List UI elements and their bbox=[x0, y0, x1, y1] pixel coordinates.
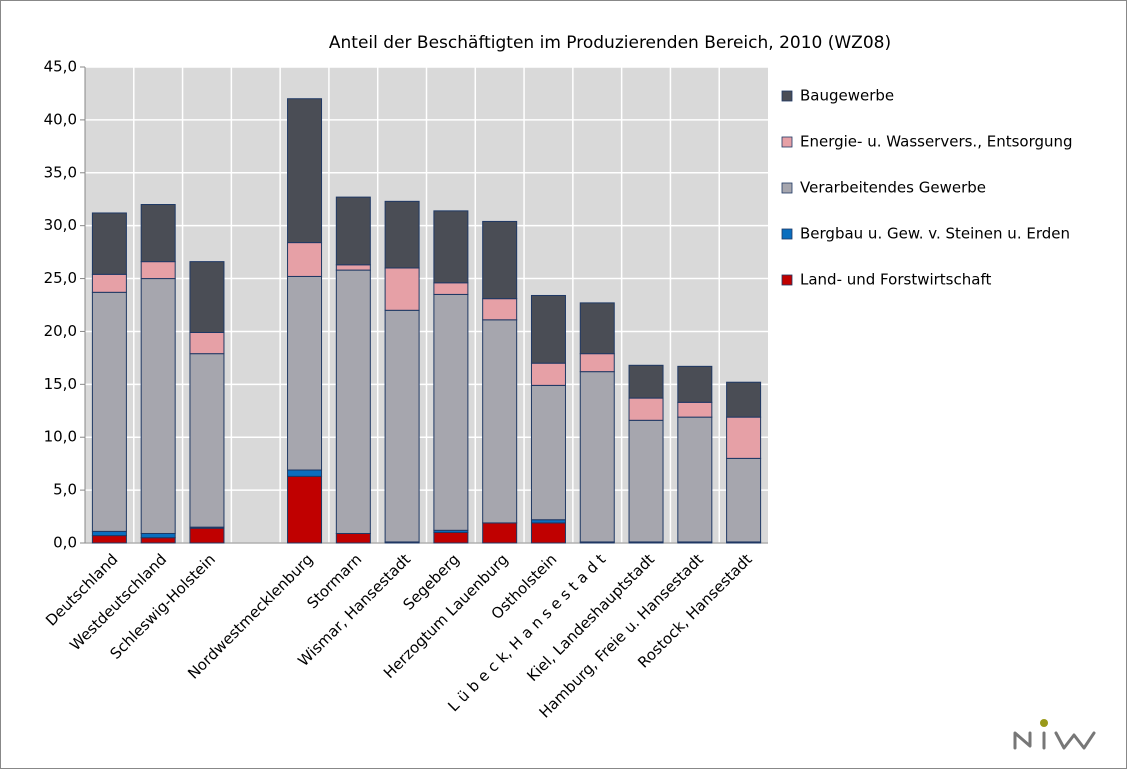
y-tick-label: 35,0 bbox=[44, 163, 77, 181]
bar-segment bbox=[91, 273, 127, 293]
bar-segment bbox=[482, 522, 518, 544]
bar-segment bbox=[91, 291, 127, 532]
legend-label: Energie- u. Wasservers., Entsorgung bbox=[800, 133, 1073, 151]
bar-segment bbox=[530, 522, 566, 544]
y-tick-label: 5,0 bbox=[53, 481, 77, 499]
bar-segment bbox=[482, 220, 518, 300]
bar-segment bbox=[335, 532, 371, 544]
y-tick-label: 45,0 bbox=[44, 58, 77, 76]
legend-label: Bergbau u. Gew. v. Steinen u. Erden bbox=[800, 225, 1070, 243]
bar-segment bbox=[287, 242, 323, 277]
y-tick-label: 15,0 bbox=[44, 375, 77, 393]
legend-swatch bbox=[781, 274, 793, 286]
bar-segment bbox=[433, 293, 469, 531]
bar-segment bbox=[433, 282, 469, 295]
bar-segment bbox=[433, 531, 469, 544]
bar-segment bbox=[628, 364, 664, 399]
bar-segment bbox=[482, 298, 518, 321]
bar-segment bbox=[189, 332, 225, 355]
bar-segment bbox=[530, 362, 566, 386]
bar-segment bbox=[579, 302, 615, 355]
bar-segment bbox=[677, 401, 713, 418]
bar-segment bbox=[433, 210, 469, 284]
bar-segment bbox=[335, 196, 371, 266]
bar-segment bbox=[384, 200, 420, 269]
chart-title: Anteil der Beschäftigten im Produzierend… bbox=[329, 33, 891, 53]
bar-segment bbox=[384, 267, 420, 311]
bar-segment bbox=[91, 535, 127, 544]
bar-segment bbox=[335, 264, 371, 271]
bar-segment bbox=[189, 527, 225, 544]
bar-segment bbox=[140, 204, 176, 263]
bar-segment bbox=[530, 384, 566, 521]
bar-segment bbox=[335, 269, 371, 534]
bar-segment bbox=[677, 416, 713, 543]
legend-swatch bbox=[781, 136, 793, 148]
bar-segment bbox=[287, 469, 323, 477]
y-tick-label: 20,0 bbox=[44, 322, 77, 340]
bar-segment bbox=[91, 530, 127, 537]
bar-segment bbox=[189, 353, 225, 528]
bar-segment bbox=[628, 419, 664, 543]
bar-segment bbox=[140, 537, 176, 544]
bar-segment bbox=[287, 475, 323, 544]
bar-segment bbox=[677, 365, 713, 403]
legend-label: Baugewerbe bbox=[800, 87, 894, 105]
bar-segment bbox=[726, 416, 762, 459]
bar-segment bbox=[726, 457, 762, 543]
y-tick-label: 10,0 bbox=[44, 428, 77, 446]
bar-segment bbox=[140, 278, 176, 534]
bar-segment bbox=[384, 309, 420, 543]
legend-swatch bbox=[781, 228, 793, 240]
legend-label: Land- und Forstwirtschaft bbox=[800, 271, 991, 289]
bar-segment bbox=[91, 212, 127, 275]
y-tick-label: 40,0 bbox=[44, 110, 77, 128]
bar-segment bbox=[628, 397, 664, 421]
bar-segment bbox=[579, 371, 615, 543]
bar-segment bbox=[482, 319, 518, 524]
bar-segment bbox=[140, 532, 176, 539]
bar-segment bbox=[287, 275, 323, 471]
bar-segment bbox=[287, 98, 323, 244]
bar-segment bbox=[579, 353, 615, 373]
bar-segment bbox=[140, 261, 176, 280]
bar-segment bbox=[530, 294, 566, 364]
y-tick-label: 30,0 bbox=[44, 216, 77, 234]
legend-swatch bbox=[781, 90, 793, 102]
bar-segment bbox=[726, 381, 762, 418]
legend-label: Verarbeitendes Gewerbe bbox=[800, 179, 986, 197]
y-tick-label: 25,0 bbox=[44, 269, 77, 287]
y-tick-label: 0,0 bbox=[53, 534, 77, 552]
legend-swatch bbox=[781, 182, 793, 194]
bar-segment bbox=[189, 261, 225, 334]
logo bbox=[1013, 719, 1096, 750]
